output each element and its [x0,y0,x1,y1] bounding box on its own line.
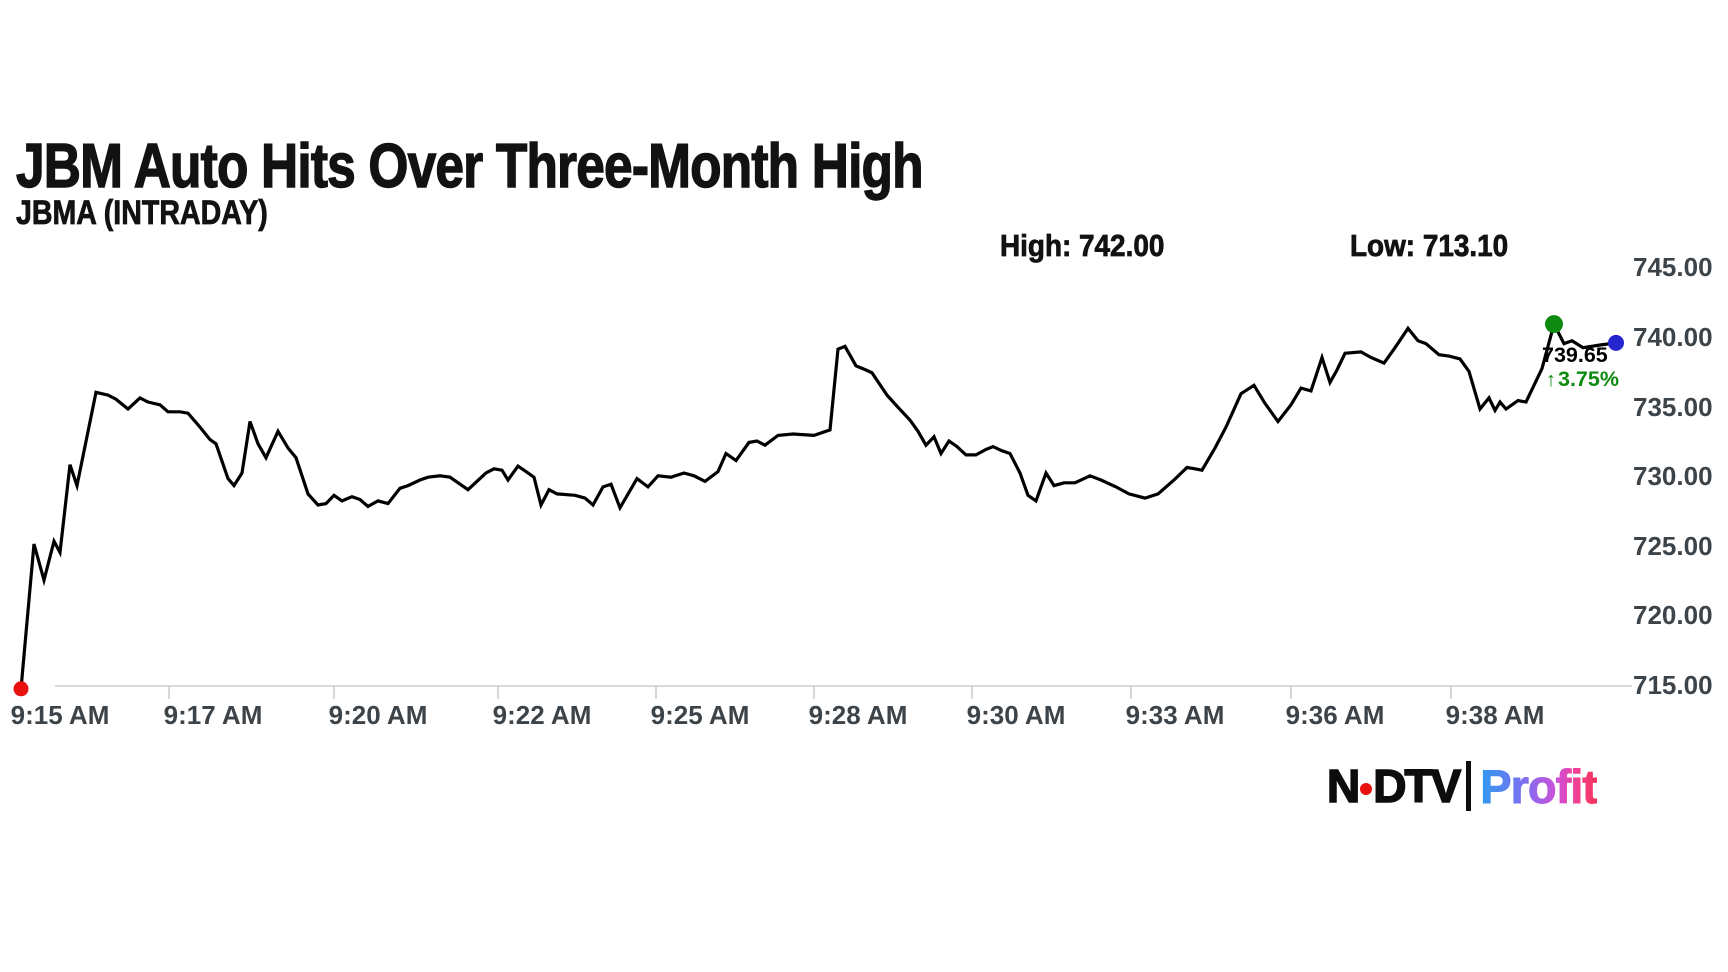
y-axis-label: 745.00 [1633,252,1713,283]
y-axis-label: 735.00 [1633,391,1713,422]
chart-subtitle-text: JBMA (INTRADAY) [16,194,268,232]
x-axis-label: 9:20 AM [328,700,428,730]
last-price-dot [1608,334,1624,351]
y-axis-label: 720.00 [1633,600,1713,631]
last-price-label: 739.65 [1542,343,1608,367]
logo-divider [1466,761,1472,811]
page-title: JBM Auto Hits Over Three-Month High [15,132,1108,201]
x-axis-label: 9:28 AM [808,700,908,730]
ndtv-red-dot-icon [1360,783,1373,795]
session-start-dot [13,681,29,697]
session-high-stat: High: 742.00 [1000,228,1165,263]
session-high-dot [1545,315,1563,334]
session-low-stat: Low: 713.10 [1350,228,1509,263]
y-axis-label: 715.00 [1633,670,1713,700]
ndtv-logo-text: N DTV [1326,760,1462,812]
change-percent-label: ↑3.75% [1546,367,1619,391]
price-line [19,319,1617,689]
y-axis-label: 725.00 [1633,530,1713,561]
x-axis-label: 9:36 AM [1285,700,1385,730]
page-title-text: JBM Auto Hits Over Three-Month High [15,132,924,201]
x-axis-label: 9:15 AM [10,700,110,730]
x-axis-label: 9:38 AM [1445,700,1545,730]
y-axis-label: 730.00 [1633,461,1713,492]
x-axis-label: 9:30 AM [966,700,1066,730]
change-percent-value: 3.75% [1558,367,1619,391]
x-axis-label: 9:25 AM [650,700,750,730]
chart-subtitle: JBMA (INTRADAY) [16,194,316,232]
ndtv-profit-logo: N DTV Profit [1326,759,1599,813]
up-arrow-icon: ↑ [1546,369,1556,391]
x-axis-label: 9:22 AM [492,700,592,730]
x-axis-label: 9:17 AM [163,700,263,730]
profit-logo-text: Profit [1480,759,1599,813]
y-axis-label: 740.00 [1633,322,1713,352]
x-axis-label: 9:33 AM [1125,700,1225,730]
